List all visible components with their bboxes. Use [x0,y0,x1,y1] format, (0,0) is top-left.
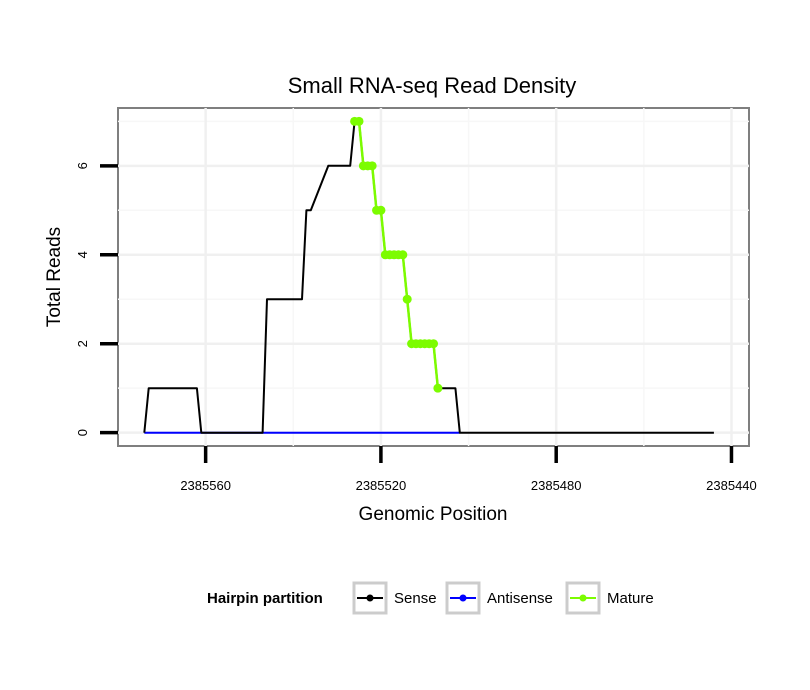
mature-point [376,205,386,215]
legend-item-antisense: Antisense [445,581,553,615]
x-tick-label: 2385560 [180,478,231,493]
x-tick-label: 2385440 [706,478,757,493]
legend-key-point [579,594,587,602]
y-axis-title: Total Reads [44,227,65,327]
legend-label: Mature [607,590,654,607]
x-tick-label: 2385520 [356,478,407,493]
chart-title: Small RNA-seq Read Density [288,73,577,98]
legend-item-mature: Mature [565,581,654,615]
mature-point [367,161,377,171]
x-axis-title: Genomic Position [359,504,508,525]
y-tick-label: 0 [75,429,90,436]
legend-key-point [459,594,467,602]
series-layer [143,116,714,434]
axes: 2385560 2385520 2385480 2385440 0 2 4 6 [75,162,757,493]
mature-point [354,116,364,126]
mature-point [433,383,443,393]
y-tick-label: 6 [75,162,90,169]
mature-point [398,250,408,260]
legend-key-point [366,594,374,602]
mature-point [402,294,412,304]
legend: Hairpin partition Sense Antisense Mature [207,581,654,615]
x-tick-label: 2385480 [531,478,582,493]
legend-item-sense: Sense [352,581,437,615]
y-tick-label: 4 [75,251,90,258]
plot-panel [117,107,750,447]
legend-label: Sense [394,590,437,607]
legend-title: Hairpin partition [207,590,323,607]
legend-label: Antisense [487,590,553,607]
mature-point [429,339,438,349]
y-tick-label: 2 [75,340,90,347]
